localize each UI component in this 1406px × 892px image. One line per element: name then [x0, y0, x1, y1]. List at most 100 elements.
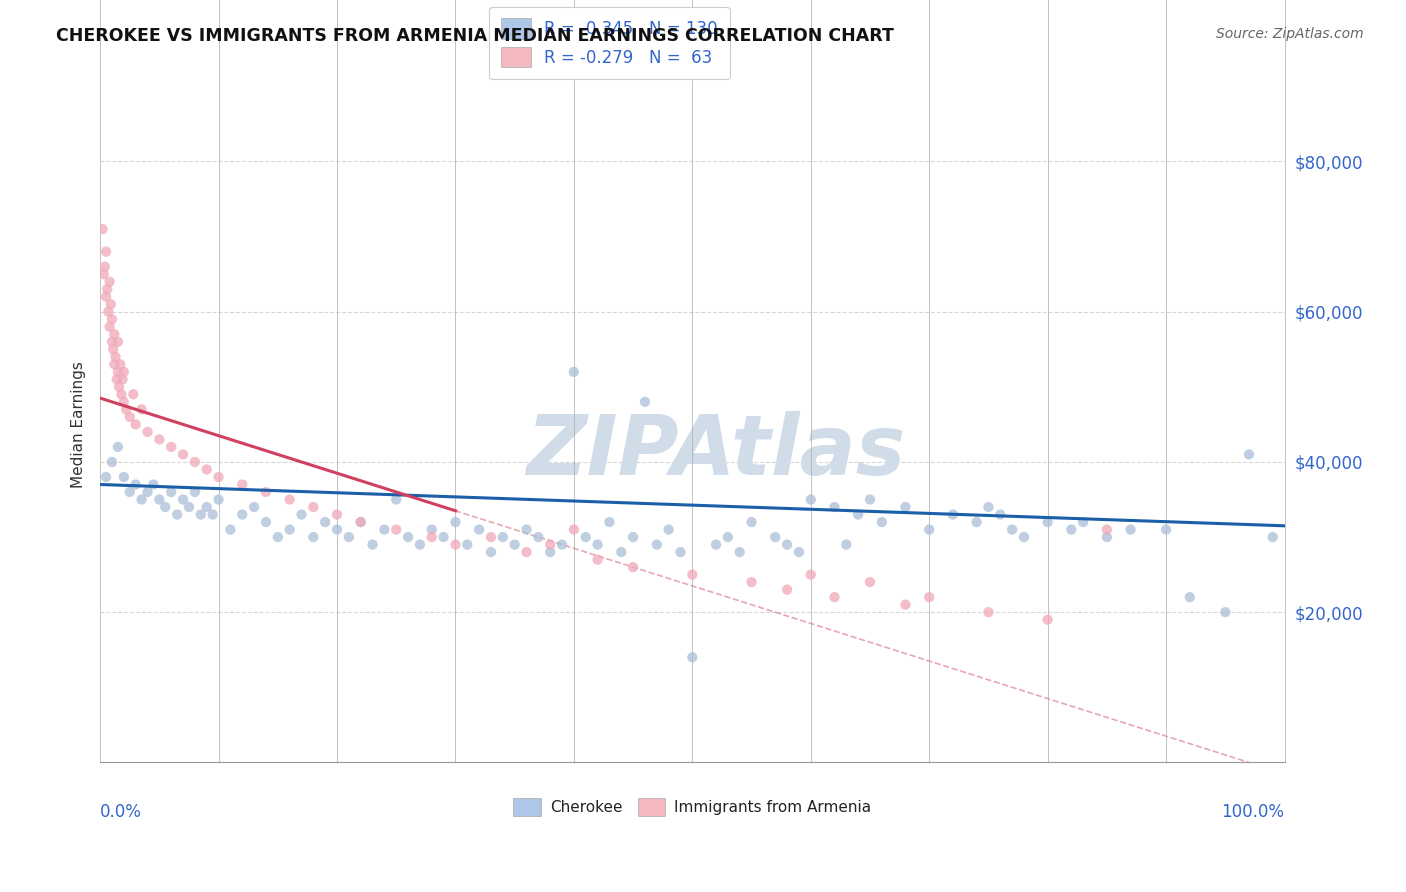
Point — [420, 530, 443, 544]
Point — [741, 575, 763, 590]
Text: Source: ZipAtlas.com: Source: ZipAtlas.com — [1216, 27, 1364, 41]
Point — [894, 500, 917, 514]
Point — [160, 485, 183, 500]
Point — [870, 515, 893, 529]
Point — [385, 523, 408, 537]
Point — [142, 477, 165, 491]
Point — [97, 304, 120, 318]
Point — [787, 545, 810, 559]
Point — [131, 402, 153, 417]
Point — [172, 447, 194, 461]
Point — [101, 334, 124, 349]
Point — [515, 523, 537, 537]
Point — [108, 380, 131, 394]
Point — [717, 530, 740, 544]
Point — [94, 470, 117, 484]
Point — [302, 530, 325, 544]
Point — [124, 477, 146, 491]
Point — [433, 530, 456, 544]
Point — [373, 523, 395, 537]
Point — [420, 523, 443, 537]
Point — [1119, 523, 1142, 537]
Point — [98, 319, 121, 334]
Point — [195, 500, 218, 514]
Point — [669, 545, 692, 559]
Point — [918, 590, 941, 604]
Point — [800, 567, 823, 582]
Point — [326, 508, 349, 522]
Point — [456, 538, 478, 552]
Point — [681, 650, 703, 665]
Point — [112, 395, 135, 409]
Point — [201, 508, 224, 522]
Point — [350, 515, 373, 529]
Point — [254, 485, 277, 500]
Point — [988, 508, 1011, 522]
Point — [444, 515, 467, 529]
Point — [254, 515, 277, 529]
Point — [942, 508, 965, 522]
Point — [409, 538, 432, 552]
Point — [115, 402, 138, 417]
Point — [94, 244, 117, 259]
Point — [776, 538, 799, 552]
Point — [103, 357, 125, 371]
Point — [131, 492, 153, 507]
Point — [190, 508, 212, 522]
Point — [350, 515, 373, 529]
Point — [977, 500, 1000, 514]
Point — [977, 605, 1000, 619]
Point — [314, 515, 336, 529]
Point — [122, 387, 145, 401]
Point — [1036, 613, 1059, 627]
Point — [704, 538, 727, 552]
Point — [107, 334, 129, 349]
Point — [492, 530, 515, 544]
Point — [148, 492, 170, 507]
Point — [621, 530, 644, 544]
Point — [155, 500, 177, 514]
Point — [1060, 523, 1083, 537]
Point — [267, 530, 290, 544]
Point — [110, 357, 132, 371]
Point — [361, 538, 384, 552]
Point — [302, 500, 325, 514]
Point — [1012, 530, 1035, 544]
Point — [859, 492, 882, 507]
Legend: Cherokee, Immigrants from Armenia: Cherokee, Immigrants from Armenia — [508, 791, 877, 822]
Point — [243, 500, 266, 514]
Point — [479, 545, 502, 559]
Point — [538, 538, 561, 552]
Point — [98, 275, 121, 289]
Point — [148, 433, 170, 447]
Point — [103, 327, 125, 342]
Point — [396, 530, 419, 544]
Point — [503, 538, 526, 552]
Point — [107, 440, 129, 454]
Point — [166, 508, 188, 522]
Point — [207, 492, 229, 507]
Point — [177, 500, 200, 514]
Point — [634, 395, 657, 409]
Point — [195, 462, 218, 476]
Point — [823, 500, 845, 514]
Point — [586, 538, 609, 552]
Point — [184, 455, 207, 469]
Point — [105, 372, 128, 386]
Point — [96, 282, 118, 296]
Point — [527, 530, 550, 544]
Point — [1001, 523, 1024, 537]
Text: CHEROKEE VS IMMIGRANTS FROM ARMENIA MEDIAN EARNINGS CORRELATION CHART: CHEROKEE VS IMMIGRANTS FROM ARMENIA MEDI… — [56, 27, 894, 45]
Point — [112, 365, 135, 379]
Point — [94, 260, 117, 274]
Point — [231, 508, 253, 522]
Point — [610, 545, 633, 559]
Point — [586, 552, 609, 566]
Point — [101, 455, 124, 469]
Point — [172, 492, 194, 507]
Point — [107, 365, 129, 379]
Point — [894, 598, 917, 612]
Point — [184, 485, 207, 500]
Point — [776, 582, 799, 597]
Point — [290, 508, 312, 522]
